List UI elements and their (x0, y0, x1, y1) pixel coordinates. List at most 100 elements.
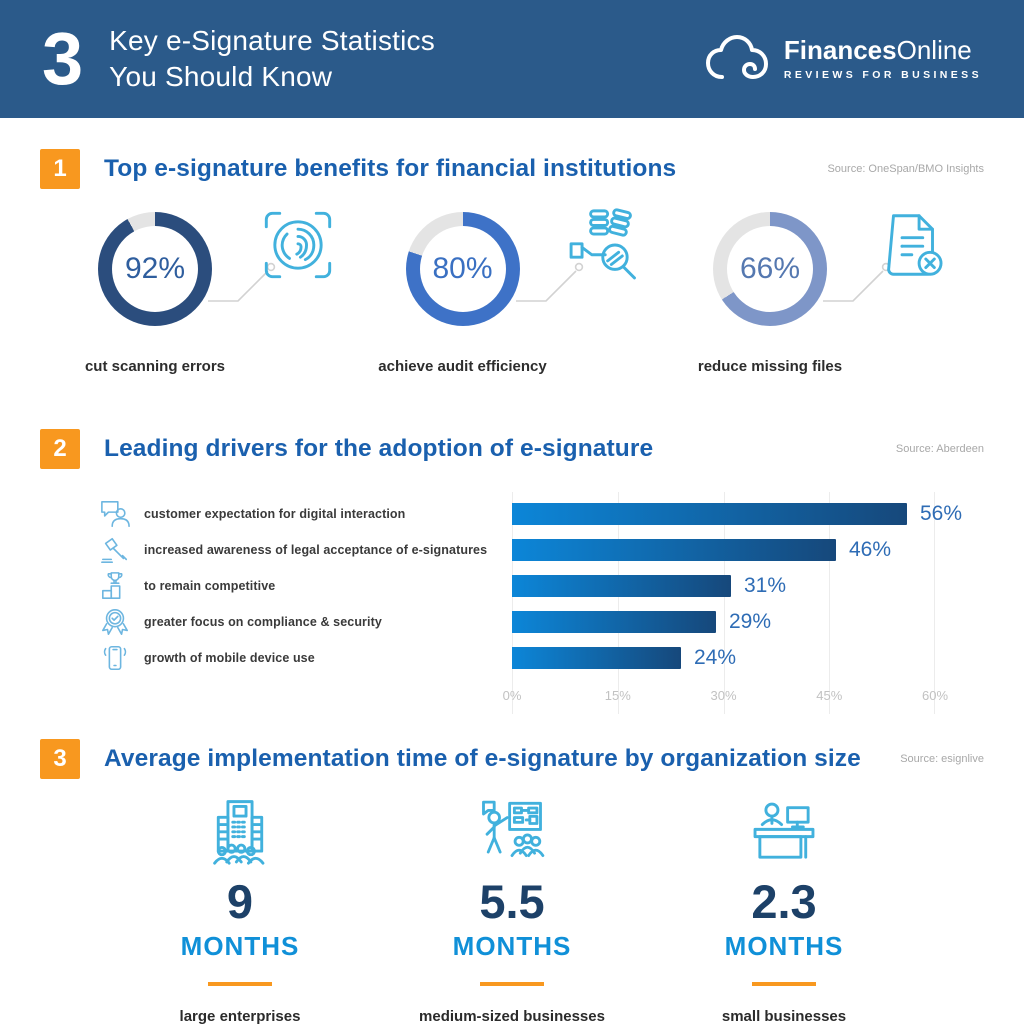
bar-row: 31% (512, 568, 982, 604)
gridline (617, 492, 619, 714)
gridline (829, 492, 831, 714)
bar-row: 24% (512, 640, 982, 676)
audit-magnifier-icon (563, 206, 645, 289)
customer-chat-icon (100, 499, 130, 529)
bar-value-label: 56% (920, 502, 963, 525)
bar (512, 575, 731, 597)
gridline (934, 492, 935, 714)
bar-category-row: customer expectation for digital interac… (100, 496, 512, 532)
section-2-source: Source: Aberdeen (895, 443, 984, 455)
bar-category-label: increased awareness of legal acceptance … (144, 543, 488, 557)
header-title-line2: You Should Know (109, 61, 333, 92)
office-building-icon (108, 796, 372, 868)
donut-ring: 66% (713, 212, 827, 326)
implementation-time-row: 9 MONTHS large enterprises 5.5 MONTHS medium… (0, 796, 1024, 1024)
section-3-header: 3 Average implementation time of e-signa… (40, 738, 984, 780)
bar-category-label: to remain competitive (144, 579, 276, 593)
bar-value-label: 29% (729, 610, 772, 633)
months-unit: MONTHS (724, 931, 844, 961)
months-value: 2.3 (751, 875, 817, 928)
header-title: Key e-Signature Statistics You Should Kn… (109, 23, 435, 96)
bar-category-label: customer expectation for digital interac… (144, 507, 406, 521)
bar-category-row: increased awareness of legal acceptance … (100, 532, 512, 568)
months-unit: MONTHS (452, 931, 572, 961)
header-title-line1: Key e-Signature Statistics (109, 24, 435, 56)
gavel-icon (100, 535, 130, 565)
x-axis-tick: 0% (502, 688, 522, 703)
bar-category-label: growth of mobile device use (144, 651, 315, 665)
section-1-badge: 1 (40, 149, 80, 189)
section-2-badge: 2 (40, 429, 80, 469)
bar-row: 46% (512, 532, 982, 568)
x-axis-tick: 15% (604, 688, 631, 703)
bar-category-row: growth of mobile device use (100, 640, 512, 676)
implementation-time-card: 2.3 MONTHS small businesses (652, 796, 916, 1024)
x-axis-tick: 30% (710, 688, 737, 703)
bar-value-label: 31% (744, 574, 787, 597)
x-axis-tick: 60% (921, 688, 949, 703)
gridline (512, 492, 513, 714)
implementation-time-card: 9 MONTHS large enterprises (108, 796, 372, 1024)
podium-trophy-icon (100, 571, 130, 601)
implementation-time-card: 5.5 MONTHS medium-sized businesses (380, 796, 644, 1024)
donut-caption: achieve audit efficiency (378, 358, 547, 375)
donut-chart-row: 92% cut scanning errors 80% achieve audit… (0, 206, 1024, 398)
bar-row: 29% (512, 604, 982, 640)
connector-line (208, 258, 280, 311)
organization-size-label: large enterprises (179, 1008, 301, 1024)
orange-divider (480, 982, 544, 986)
months-value: 5.5 (479, 875, 545, 928)
bar-value-label: 24% (694, 646, 737, 669)
brand-name: FinancesOnline (784, 37, 982, 63)
bar-category-row: greater focus on compliance & security (100, 604, 512, 640)
missing-file-icon (874, 206, 952, 289)
bar (512, 647, 681, 669)
header-count: 3 (42, 17, 84, 100)
bar-category-label: greater focus on compliance & security (144, 615, 382, 629)
bar-chart-x-axis: 0% 15% 30% 45% 60% (503, 682, 948, 708)
fingerprint-scan-icon (259, 206, 337, 289)
donut-card: 66% reduce missing files (673, 206, 966, 398)
bar (512, 539, 836, 561)
section-3-title: Average implementation time of e-signatu… (104, 745, 861, 772)
bar-chart-gridlines (512, 492, 935, 714)
section-3-badge: 3 (40, 739, 80, 779)
bar-chart-bars: 56% 46% 31% 29% 24% (512, 496, 982, 676)
bar-row: 56% (512, 496, 982, 532)
brand-tagline: REVIEWS FOR BUSINESS (783, 69, 982, 81)
bar-value-label: 46% (849, 538, 892, 561)
donut-card: 92% cut scanning errors (58, 206, 351, 398)
orange-divider (208, 982, 272, 986)
section-2-title: Leading drivers for the adoption of e-si… (104, 435, 654, 462)
section-1-header: 1 Top e-signature benefits for financial… (40, 148, 984, 190)
bar (512, 503, 907, 525)
section-2-header: 2 Leading drivers for the adoption of e-… (40, 428, 984, 470)
section-1-source: Source: OneSpan/BMO Insights (827, 163, 984, 175)
donut-value: 92% (112, 226, 198, 312)
person-desk-icon (652, 796, 916, 868)
orange-divider (752, 982, 816, 986)
x-axis-tick: 45% (816, 688, 843, 703)
organization-size-label: medium-sized businesses (419, 1008, 605, 1024)
donut-card: 80% achieve audit efficiency (366, 206, 659, 398)
organization-size-label: small businesses (721, 1008, 847, 1024)
donut-caption: cut scanning errors (84, 358, 226, 375)
bar-category-row: to remain competitive (100, 568, 512, 604)
section-3-source: Source: esignlive (900, 753, 984, 765)
brand-name-bold: Finances (783, 35, 897, 65)
cloud-logo-icon (704, 33, 770, 85)
brand-logo: FinancesOnline REVIEWS FOR BUSINESS (704, 33, 982, 85)
donut-caption: reduce missing files (697, 358, 843, 375)
header-bar: 3 Key e-Signature Statistics You Should … (0, 0, 1024, 118)
presenter-training-icon (380, 796, 644, 868)
gridline (723, 492, 725, 714)
bar-chart: customer expectation for digital interac… (100, 492, 984, 714)
shield-check-icon (100, 607, 130, 637)
bar (512, 611, 716, 633)
mobile-phone-icon (100, 643, 130, 673)
section-1-title: Top e-signature benefits for financial i… (104, 155, 677, 182)
bar-chart-labels: customer expectation for digital interac… (100, 496, 512, 708)
bar-chart-plot: 56% 46% 31% 29% 24% 0% 15% 30% 45% 60% (503, 492, 982, 714)
donut-ring: 92% (98, 212, 212, 326)
